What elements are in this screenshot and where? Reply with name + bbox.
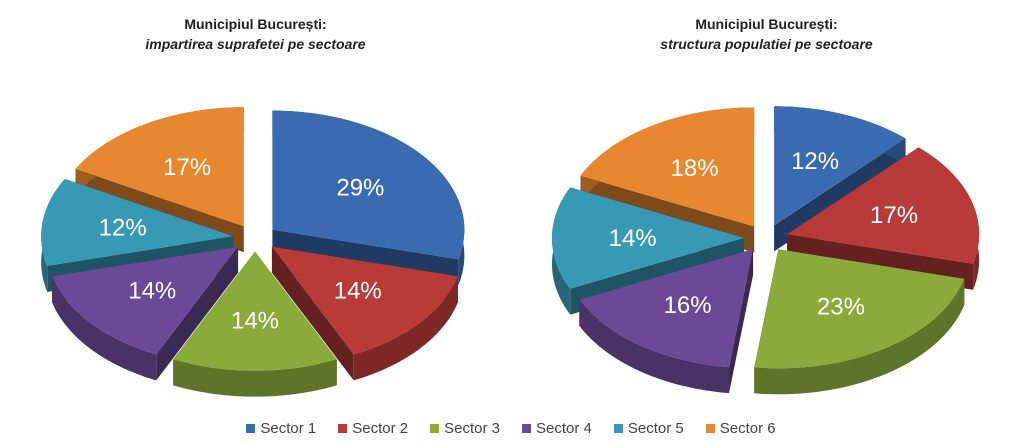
slice-side (156, 246, 239, 381)
slice-top (552, 187, 744, 289)
legend-item-sector-2: Sector 2 (338, 420, 408, 437)
legend-label: Sector 1 (260, 420, 317, 437)
legend: Sector 1 Sector 2 Sector 3 Sector 4 Sect… (0, 420, 1022, 437)
slice-rim (52, 276, 157, 381)
slice-data-label: 12% (99, 215, 147, 242)
chart-population: Municipiul București: structura populati… (511, 0, 1022, 405)
slice-top (52, 246, 239, 355)
legend-swatch (613, 424, 623, 433)
legend-item-sector-1: Sector 1 (246, 420, 316, 437)
legend-label: Sector 5 (627, 420, 684, 437)
chart-surface: Municipiul București: impartirea suprafe… (0, 0, 511, 405)
slice-rim (579, 299, 730, 394)
slice-top (41, 178, 234, 266)
legend-label: Sector 4 (536, 420, 592, 437)
slice-top (787, 147, 980, 264)
pie-slice-3: 14% (173, 251, 337, 397)
slice-data-label: 29% (336, 174, 384, 201)
slice-data-label: 14% (334, 278, 382, 305)
slice-top (271, 246, 458, 355)
slice-top (173, 251, 337, 371)
slice-data-label: 16% (664, 292, 712, 319)
slice-data-label: 14% (128, 278, 176, 305)
slice-data-label: 23% (817, 293, 865, 320)
chart-title: Municipiul București: structura populati… (511, 14, 1022, 54)
slice-data-label: 17% (870, 202, 918, 229)
chart-title: Municipiul București: impartirea suprafe… (0, 14, 511, 54)
legend-swatch (522, 424, 531, 433)
slice-side (729, 249, 754, 394)
slice-side (271, 246, 354, 381)
chart-subtitle: impartirea suprafetei pe sectoare (145, 36, 366, 52)
legend-item-sector-6: Sector 6 (705, 420, 776, 437)
slice-rim (754, 278, 965, 395)
slice-data-label: 14% (231, 308, 279, 335)
legend-item-sector-5: Sector 5 (613, 420, 684, 437)
slice-rim (173, 359, 337, 397)
legend-swatch (338, 424, 348, 433)
legend-label: Sector 3 (444, 420, 500, 437)
legend-swatch (246, 424, 256, 433)
legend-item-sector-4: Sector 4 (522, 420, 592, 437)
legend-item-sector-3: Sector 3 (430, 420, 500, 437)
slice-rim (353, 276, 458, 381)
chart-subtitle: structura populatiei pe sectoare (660, 36, 873, 52)
slice-data-label: 17% (163, 154, 211, 181)
legend-label: Sector 6 (719, 420, 776, 437)
chart-title-line1: Municipiul București: (695, 16, 838, 32)
slice-top (580, 107, 755, 227)
pie-chart-surface: 17% 29% 12% 14% 14% 14% (41, 107, 465, 397)
pie-slice-2: 14% (271, 246, 458, 381)
legend-label: Sector 2 (352, 420, 409, 437)
slice-data-label: 18% (671, 155, 719, 182)
pie-slice-3: 23% (754, 249, 965, 395)
legend-swatch (705, 424, 715, 433)
slice-top (579, 249, 754, 368)
slice-top (272, 110, 465, 260)
chart-title-line1: Municipiul București: (184, 16, 327, 32)
slice-data-label: 12% (791, 148, 839, 175)
pie-slice-4: 16% (579, 249, 754, 394)
pie-chart-population: 12% 18% 17% 14% 16% 23% (552, 106, 980, 395)
slice-top (774, 106, 906, 226)
slice-data-label: 14% (609, 225, 657, 252)
legend-swatch (430, 424, 440, 433)
pie-slice-4: 14% (52, 246, 239, 381)
slice-top (754, 249, 965, 369)
slice-top (75, 107, 244, 227)
